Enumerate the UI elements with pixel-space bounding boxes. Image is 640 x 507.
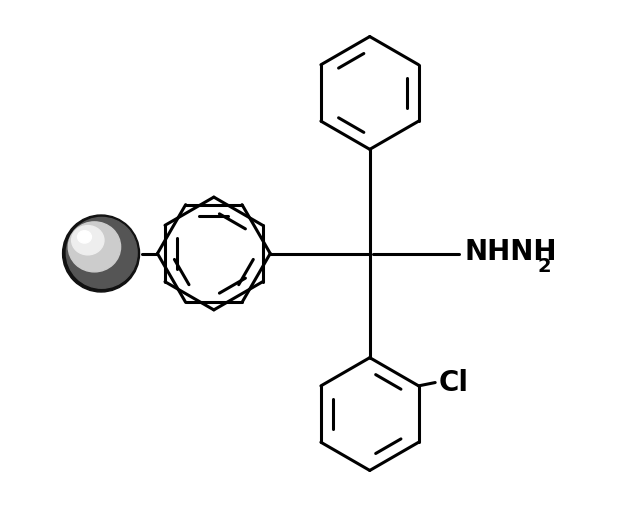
Ellipse shape [77,231,92,243]
Ellipse shape [63,215,140,292]
Text: 2: 2 [538,257,551,276]
Ellipse shape [67,218,137,288]
Ellipse shape [72,226,104,255]
Text: Cl: Cl [438,369,468,396]
Ellipse shape [68,222,120,272]
Text: NHNH: NHNH [465,237,557,266]
